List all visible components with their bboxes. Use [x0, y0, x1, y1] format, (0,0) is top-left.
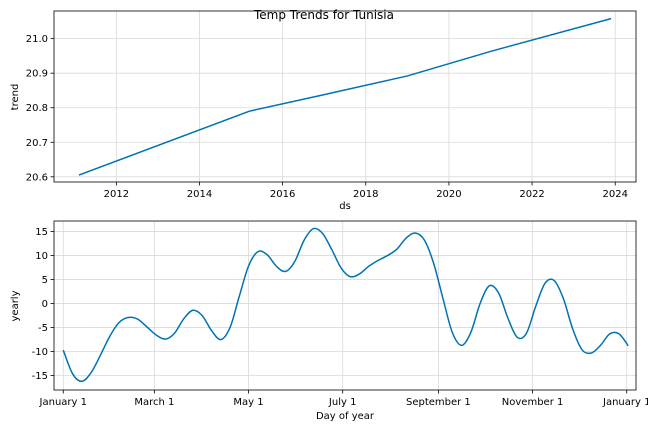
trend-y-tick-label: 20.8: [26, 103, 48, 114]
yearly-y-tick-label: 10: [35, 251, 48, 262]
trend-y-tick-label: 21.0: [26, 34, 48, 45]
trend-x-tick-label: 2014: [187, 189, 212, 200]
yearly-gridlines: [54, 221, 636, 390]
trend-x-tick-label: 2018: [353, 189, 378, 200]
trend-subplot: 2012 2014 2016 2018 2020 2022 2024 20.6 20.7 20.8…: [10, 10, 637, 212]
yearly-y-tick-label: 0: [42, 299, 48, 310]
trend-x-tick-label: 2016: [270, 189, 295, 200]
yearly-ticks: January 1 March 1 May 1 July 1 September 1 No…: [32, 227, 648, 408]
yearly-axes-frame: [53, 220, 637, 391]
trend-series-line: [78, 17, 612, 176]
yearly-x-tick-label: January 1: [602, 397, 648, 408]
trend-x-tick-label: 2012: [104, 189, 129, 200]
yearly-x-tick-label: July 1: [328, 397, 357, 408]
trend-y-tick-label: 20.9: [26, 69, 48, 80]
figure-title: Temp Trends for Tunisia: [253, 8, 394, 22]
yearly-y-tick-label: -10: [32, 347, 48, 358]
yearly-y-tick-label: -15: [32, 371, 48, 382]
yearly-x-tick-label: January 1: [39, 397, 87, 408]
yearly-x-tick-label: March 1: [134, 397, 174, 408]
trend-y-tick-label: 20.7: [26, 138, 48, 149]
trend-ticks: 2012 2014 2016 2018 2020 2022 2024 20.6 20.7 20.8…: [26, 34, 628, 200]
yearly-y-tick-label: 5: [42, 275, 48, 286]
trend-series: [78, 17, 612, 176]
yearly-y-axis-label: yearly: [10, 290, 21, 321]
yearly-x-tick-label: September 1: [406, 397, 471, 408]
trend-x-tick-label: 2022: [519, 189, 544, 200]
trend-x-tick-label: 2020: [436, 189, 461, 200]
trend-x-tick-label: 2024: [602, 189, 627, 200]
yearly-x-tick-label: November 1: [502, 397, 564, 408]
yearly-y-tick-label: 15: [35, 227, 48, 238]
yearly-series-line: [62, 227, 629, 383]
trend-y-tick-label: 20.6: [26, 172, 48, 183]
yearly-series: [62, 227, 629, 383]
trend-axes-frame: [53, 10, 637, 183]
trend-x-axis-label: ds: [339, 201, 351, 212]
yearly-y-tick-label: -5: [38, 323, 48, 334]
yearly-x-tick-label: May 1: [233, 397, 263, 408]
trend-y-axis-label: trend: [10, 84, 21, 111]
yearly-x-axis-label: Day of year: [316, 411, 375, 422]
yearly-subplot: January 1 March 1 May 1 July 1 September 1 No…: [10, 220, 648, 422]
